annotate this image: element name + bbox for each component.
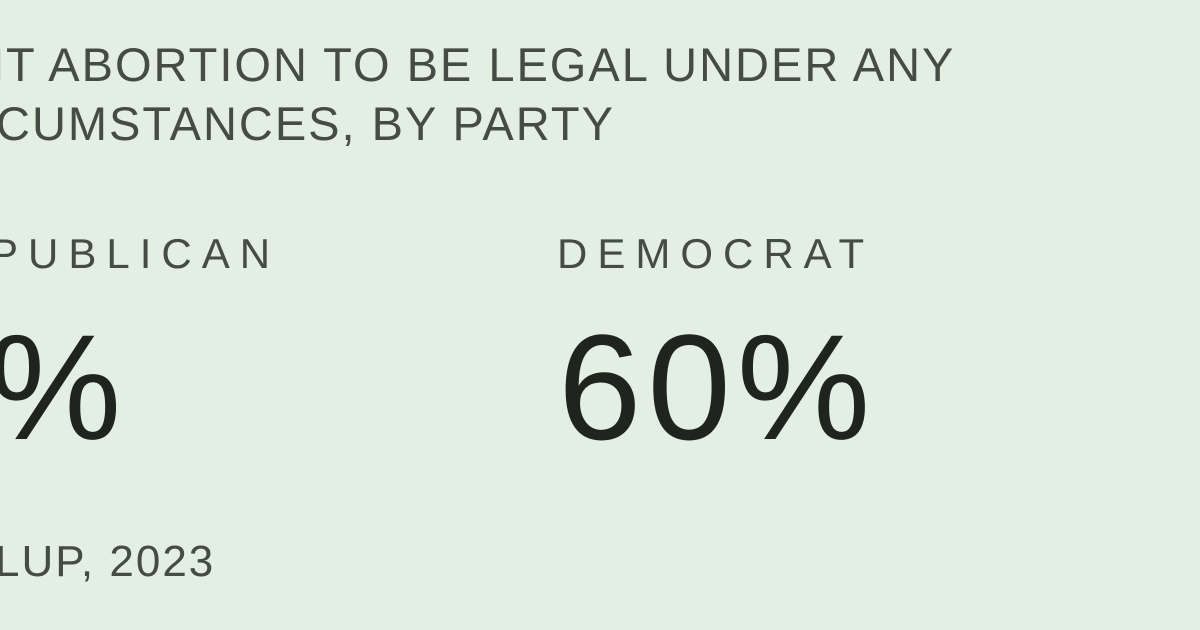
source-attribution: LUP, 2023 <box>0 537 216 586</box>
party-label-democrat: DEMOCRAT <box>557 230 875 277</box>
headline-line-2: CUMSTANCES, BY PARTY <box>0 97 615 150</box>
stat-value-republican: % <box>0 303 128 471</box>
party-label-republican: PUBLICAN <box>0 230 281 277</box>
headline-line-1: NT ABORTION TO BE LEGAL UNDER ANY <box>0 38 956 91</box>
stat-value-democrat: 60% <box>558 303 877 471</box>
